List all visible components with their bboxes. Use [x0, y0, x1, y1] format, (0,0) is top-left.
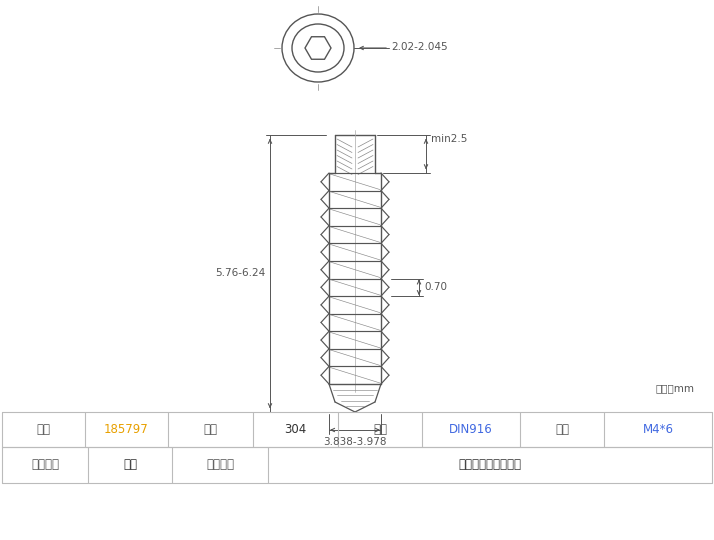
Text: 3.838-3.978: 3.838-3.978: [323, 437, 387, 447]
Text: 材质: 材质: [203, 423, 218, 436]
Text: 产品描述: 产品描述: [206, 458, 234, 471]
Text: 表面处理: 表面处理: [31, 458, 59, 471]
Text: 洗白: 洗白: [123, 458, 137, 471]
Text: 条码: 条码: [36, 423, 51, 436]
Text: 5.76-6.24: 5.76-6.24: [215, 268, 265, 279]
Text: M4*6: M4*6: [643, 423, 673, 436]
Text: 规格: 规格: [555, 423, 569, 436]
Text: 单位：mm: 单位：mm: [656, 383, 695, 393]
Text: 185797: 185797: [104, 423, 149, 436]
Text: 304: 304: [284, 423, 306, 436]
Text: 2.02-2.045: 2.02-2.045: [391, 42, 448, 52]
Text: 品名: 品名: [373, 423, 387, 436]
Text: 内六角凹端紧定螺钉: 内六角凹端紧定螺钉: [458, 458, 521, 471]
Text: min2.5: min2.5: [431, 134, 468, 144]
Text: 0.70: 0.70: [424, 282, 447, 292]
Text: DIN916: DIN916: [449, 423, 493, 436]
